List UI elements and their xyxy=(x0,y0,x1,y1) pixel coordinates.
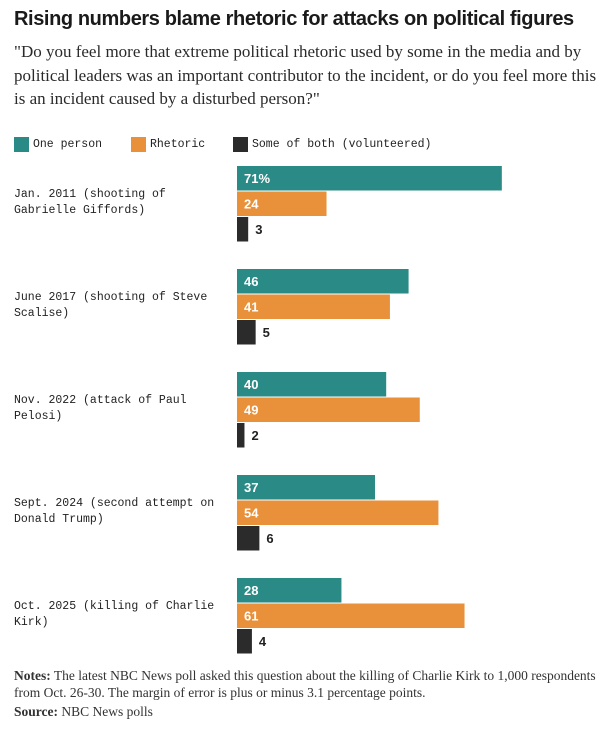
bar-some-of-both-2017 xyxy=(237,320,256,345)
category-label-2024: Sept. 2024 (second attempt on Donald Tru… xyxy=(14,497,215,526)
category-label-2017: June 2017 (shooting of Steve Scalise) xyxy=(14,291,208,320)
chart-subtitle: "Do you feel more that extreme political… xyxy=(14,42,597,108)
bar-one-person-2025 xyxy=(237,578,342,603)
notes-text: The latest NBC News poll asked this ques… xyxy=(14,668,596,700)
bar-value-rhetoric-2017: 41 xyxy=(244,299,258,314)
bar-rhetoric-2017 xyxy=(237,294,390,319)
bar-value-rhetoric-2011: 24 xyxy=(244,196,259,211)
category-label-2011: Jan. 2011 (shooting of Gabrielle Gifford… xyxy=(14,188,166,217)
bar-one-person-2024 xyxy=(237,475,376,500)
bar-value-some-of-both-2025: 4 xyxy=(259,634,267,649)
bar-value-one-person-2022: 40 xyxy=(244,377,258,392)
source: Source: NBC News polls xyxy=(14,704,153,720)
bar-value-one-person-2024: 37 xyxy=(244,480,258,495)
bar-value-rhetoric-2024: 54 xyxy=(244,505,259,520)
legend-swatch-one-person xyxy=(14,136,29,152)
bar-value-one-person-2011: 71% xyxy=(244,171,270,186)
notes: Notes: The latest NBC News poll asked th… xyxy=(14,667,599,701)
bar-some-of-both-2022 xyxy=(237,423,245,448)
bar-value-rhetoric-2022: 49 xyxy=(244,402,258,417)
bar-some-of-both-2011 xyxy=(237,217,249,242)
bar-one-person-2017 xyxy=(237,269,409,294)
bar-rhetoric-2022 xyxy=(237,397,420,422)
legend-label-some-of-both: Some of both (volunteered) xyxy=(252,137,432,151)
bar-rhetoric-2024 xyxy=(237,500,439,525)
legend-item-rhetoric: Rhetoric xyxy=(131,136,205,152)
bar-value-one-person-2017: 46 xyxy=(244,274,258,289)
legend-label-rhetoric: Rhetoric xyxy=(150,137,206,151)
bar-some-of-both-2025 xyxy=(237,629,252,654)
bar-value-some-of-both-2022: 2 xyxy=(251,428,258,443)
source-text: NBC News polls xyxy=(61,704,153,719)
legend-swatch-some-of-both xyxy=(233,136,248,152)
legend-swatch-rhetoric xyxy=(131,136,146,152)
bar-rhetoric-2025 xyxy=(237,603,465,628)
bar-some-of-both-2024 xyxy=(237,526,260,551)
bar-one-person-2022 xyxy=(237,372,387,397)
bar-value-some-of-both-2017: 5 xyxy=(263,325,270,340)
bar-value-some-of-both-2011: 3 xyxy=(255,222,262,237)
legend-item-some-of-both: Some of both (volunteered) xyxy=(233,136,431,152)
bar-value-some-of-both-2024: 6 xyxy=(266,531,273,546)
legend-label-one-person: One person xyxy=(33,137,103,151)
chart-title: Rising numbers blame rhetoric for attack… xyxy=(14,8,574,30)
bar-one-person-2011 xyxy=(237,166,502,191)
category-label-2025: Oct. 2025 (killing of Charlie Kirk) xyxy=(14,600,215,629)
bar-value-one-person-2025: 28 xyxy=(244,583,258,598)
source-label: Source: xyxy=(14,704,58,719)
bar-value-rhetoric-2025: 61 xyxy=(244,608,258,623)
notes-label: Notes: xyxy=(14,668,51,683)
bar-rhetoric-2011 xyxy=(237,191,327,216)
category-label-2022: Nov. 2022 (attack of Paul Pelosi) xyxy=(14,394,187,423)
legend-item-one-person: One person xyxy=(14,136,102,152)
